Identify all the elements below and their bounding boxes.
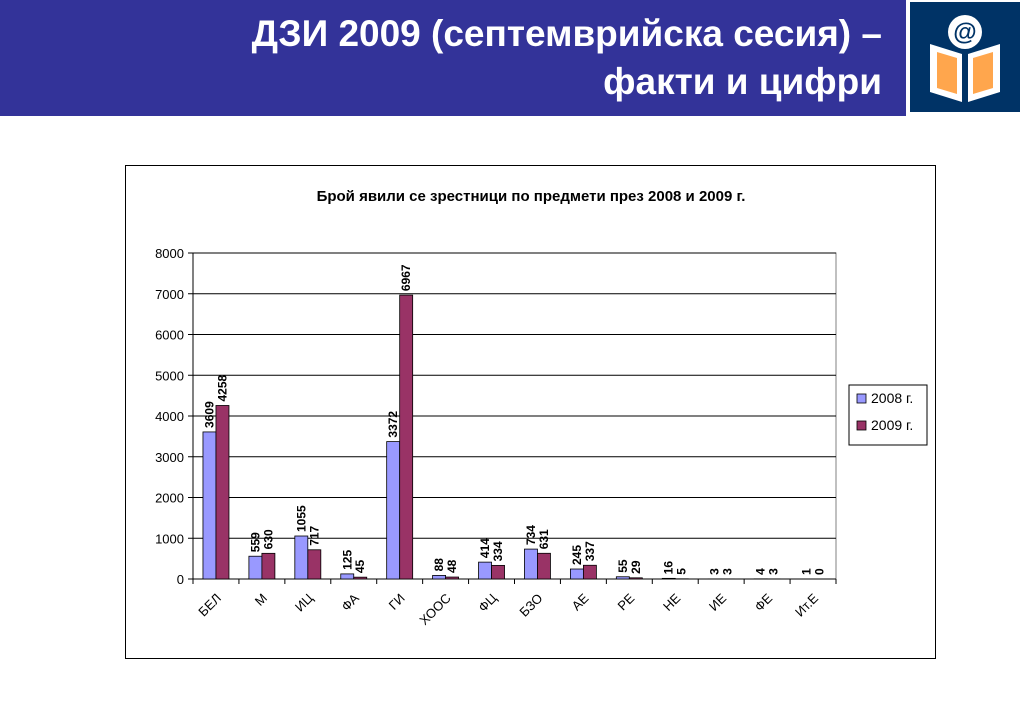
bar-2008 <box>202 431 217 580</box>
bar-2008 <box>615 576 630 580</box>
data-label: 245 <box>570 545 584 565</box>
bar-2009 <box>261 552 276 580</box>
legend-swatch <box>856 393 867 404</box>
slide-title-line1: ДЗИ 2009 (септемврийска сесия) – <box>251 13 882 54</box>
data-label: 3 <box>767 568 781 575</box>
data-label: 3609 <box>202 401 216 428</box>
legend-label: 2008 г. <box>871 390 913 406</box>
header-banner: ДЗИ 2009 (септемврийска сесия) – факти и… <box>0 0 906 116</box>
x-tick-label: НЕ <box>660 590 684 614</box>
data-label: 16 <box>662 561 676 575</box>
x-tick-label: ИЦ <box>292 590 316 614</box>
x-tick-label: ИЕ <box>706 590 730 614</box>
data-label: 4 <box>754 568 768 575</box>
chart-title: Брой явили се зрестници по предмети през… <box>317 188 746 205</box>
x-tick-label: РЕ <box>615 590 638 613</box>
bar-2009 <box>582 564 597 580</box>
bar-2008 <box>340 573 355 580</box>
data-label: 337 <box>583 541 597 561</box>
legend-swatch <box>856 420 867 431</box>
bar-2009 <box>537 552 551 580</box>
data-label: 45 <box>353 559 367 573</box>
bar-2008 <box>478 561 492 580</box>
x-tick-label: ФА <box>338 590 362 614</box>
data-label: 3 <box>708 568 722 575</box>
data-label: 6967 <box>399 264 413 291</box>
bar-2008 <box>569 568 584 580</box>
data-label: 0 <box>813 568 827 575</box>
slide-title-line2: факти и цифри <box>603 61 882 102</box>
y-tick-label: 1000 <box>155 531 184 546</box>
data-label: 559 <box>248 532 262 552</box>
bar-2009 <box>628 577 643 580</box>
logo: @ <box>906 0 1023 116</box>
x-tick-label: Ит.Е <box>792 590 821 619</box>
data-label: 48 <box>445 559 459 573</box>
chart-legend: 2008 г. 2009 г. <box>848 384 928 446</box>
data-label: 4258 <box>215 374 229 401</box>
logo-at-symbol: @ <box>953 19 976 46</box>
bar-2009 <box>399 294 414 580</box>
x-tick-label: ФЕ <box>751 590 775 614</box>
bar-2008 <box>432 575 447 580</box>
data-label: 1 <box>800 568 814 575</box>
data-label: 631 <box>537 529 551 549</box>
bar-2009 <box>491 564 505 580</box>
slide-title: ДЗИ 2009 (септемврийска сесия) – факти и… <box>22 10 882 106</box>
y-tick-label: 6000 <box>155 328 184 343</box>
y-tick-label: 3000 <box>155 450 184 465</box>
data-label: 29 <box>629 560 643 574</box>
data-label: 125 <box>340 550 354 570</box>
data-label: 334 <box>491 541 505 561</box>
data-label: 717 <box>307 525 321 545</box>
bar-2009 <box>307 549 322 580</box>
chart-frame: Брой явили се зрестници по предмети през… <box>125 165 936 659</box>
data-label: 414 <box>478 538 492 558</box>
bar-2008 <box>294 535 309 580</box>
y-tick-label: 0 <box>177 572 184 587</box>
plot-area: 0 1000 2000 3000 4000 5000 6000 7000 8000 3609425… <box>155 246 837 628</box>
x-tick-label: М <box>252 591 270 609</box>
data-label: 3372 <box>386 411 400 438</box>
book-at-icon: @ <box>910 2 1020 112</box>
data-label: 734 <box>524 525 538 545</box>
data-label: 3 <box>721 568 735 575</box>
bar-2008 <box>386 441 401 580</box>
y-tick-label: 5000 <box>155 368 184 383</box>
bar-2008 <box>524 548 538 580</box>
x-tick-label: БЕЛ <box>195 591 224 620</box>
data-label: 88 <box>432 558 446 572</box>
bar-2009 <box>353 576 368 580</box>
x-tick-label: БЗО <box>516 591 545 620</box>
x-tick-label: ХООС <box>416 591 453 628</box>
y-tick-label: 8000 <box>155 246 184 261</box>
x-tick-label: ГИ <box>386 591 408 613</box>
data-label: 1055 <box>294 505 308 532</box>
y-tick-label: 2000 <box>155 491 184 506</box>
x-tick-label: АЕ <box>569 590 592 613</box>
data-label: 55 <box>616 559 630 573</box>
bar-2008 <box>248 555 263 580</box>
legend-label: 2009 г. <box>871 417 913 433</box>
bar-chart: Брой явили се зрестници по предмети през… <box>155 188 928 628</box>
bar-2008 <box>661 577 676 580</box>
bar-2009 <box>215 405 230 580</box>
y-tick-label: 4000 <box>155 409 184 424</box>
data-label: 630 <box>261 529 275 549</box>
y-tick-label: 7000 <box>155 287 184 302</box>
data-label: 5 <box>675 568 689 575</box>
bar-2009 <box>445 576 460 580</box>
x-tick-label: ФЦ <box>475 590 500 615</box>
